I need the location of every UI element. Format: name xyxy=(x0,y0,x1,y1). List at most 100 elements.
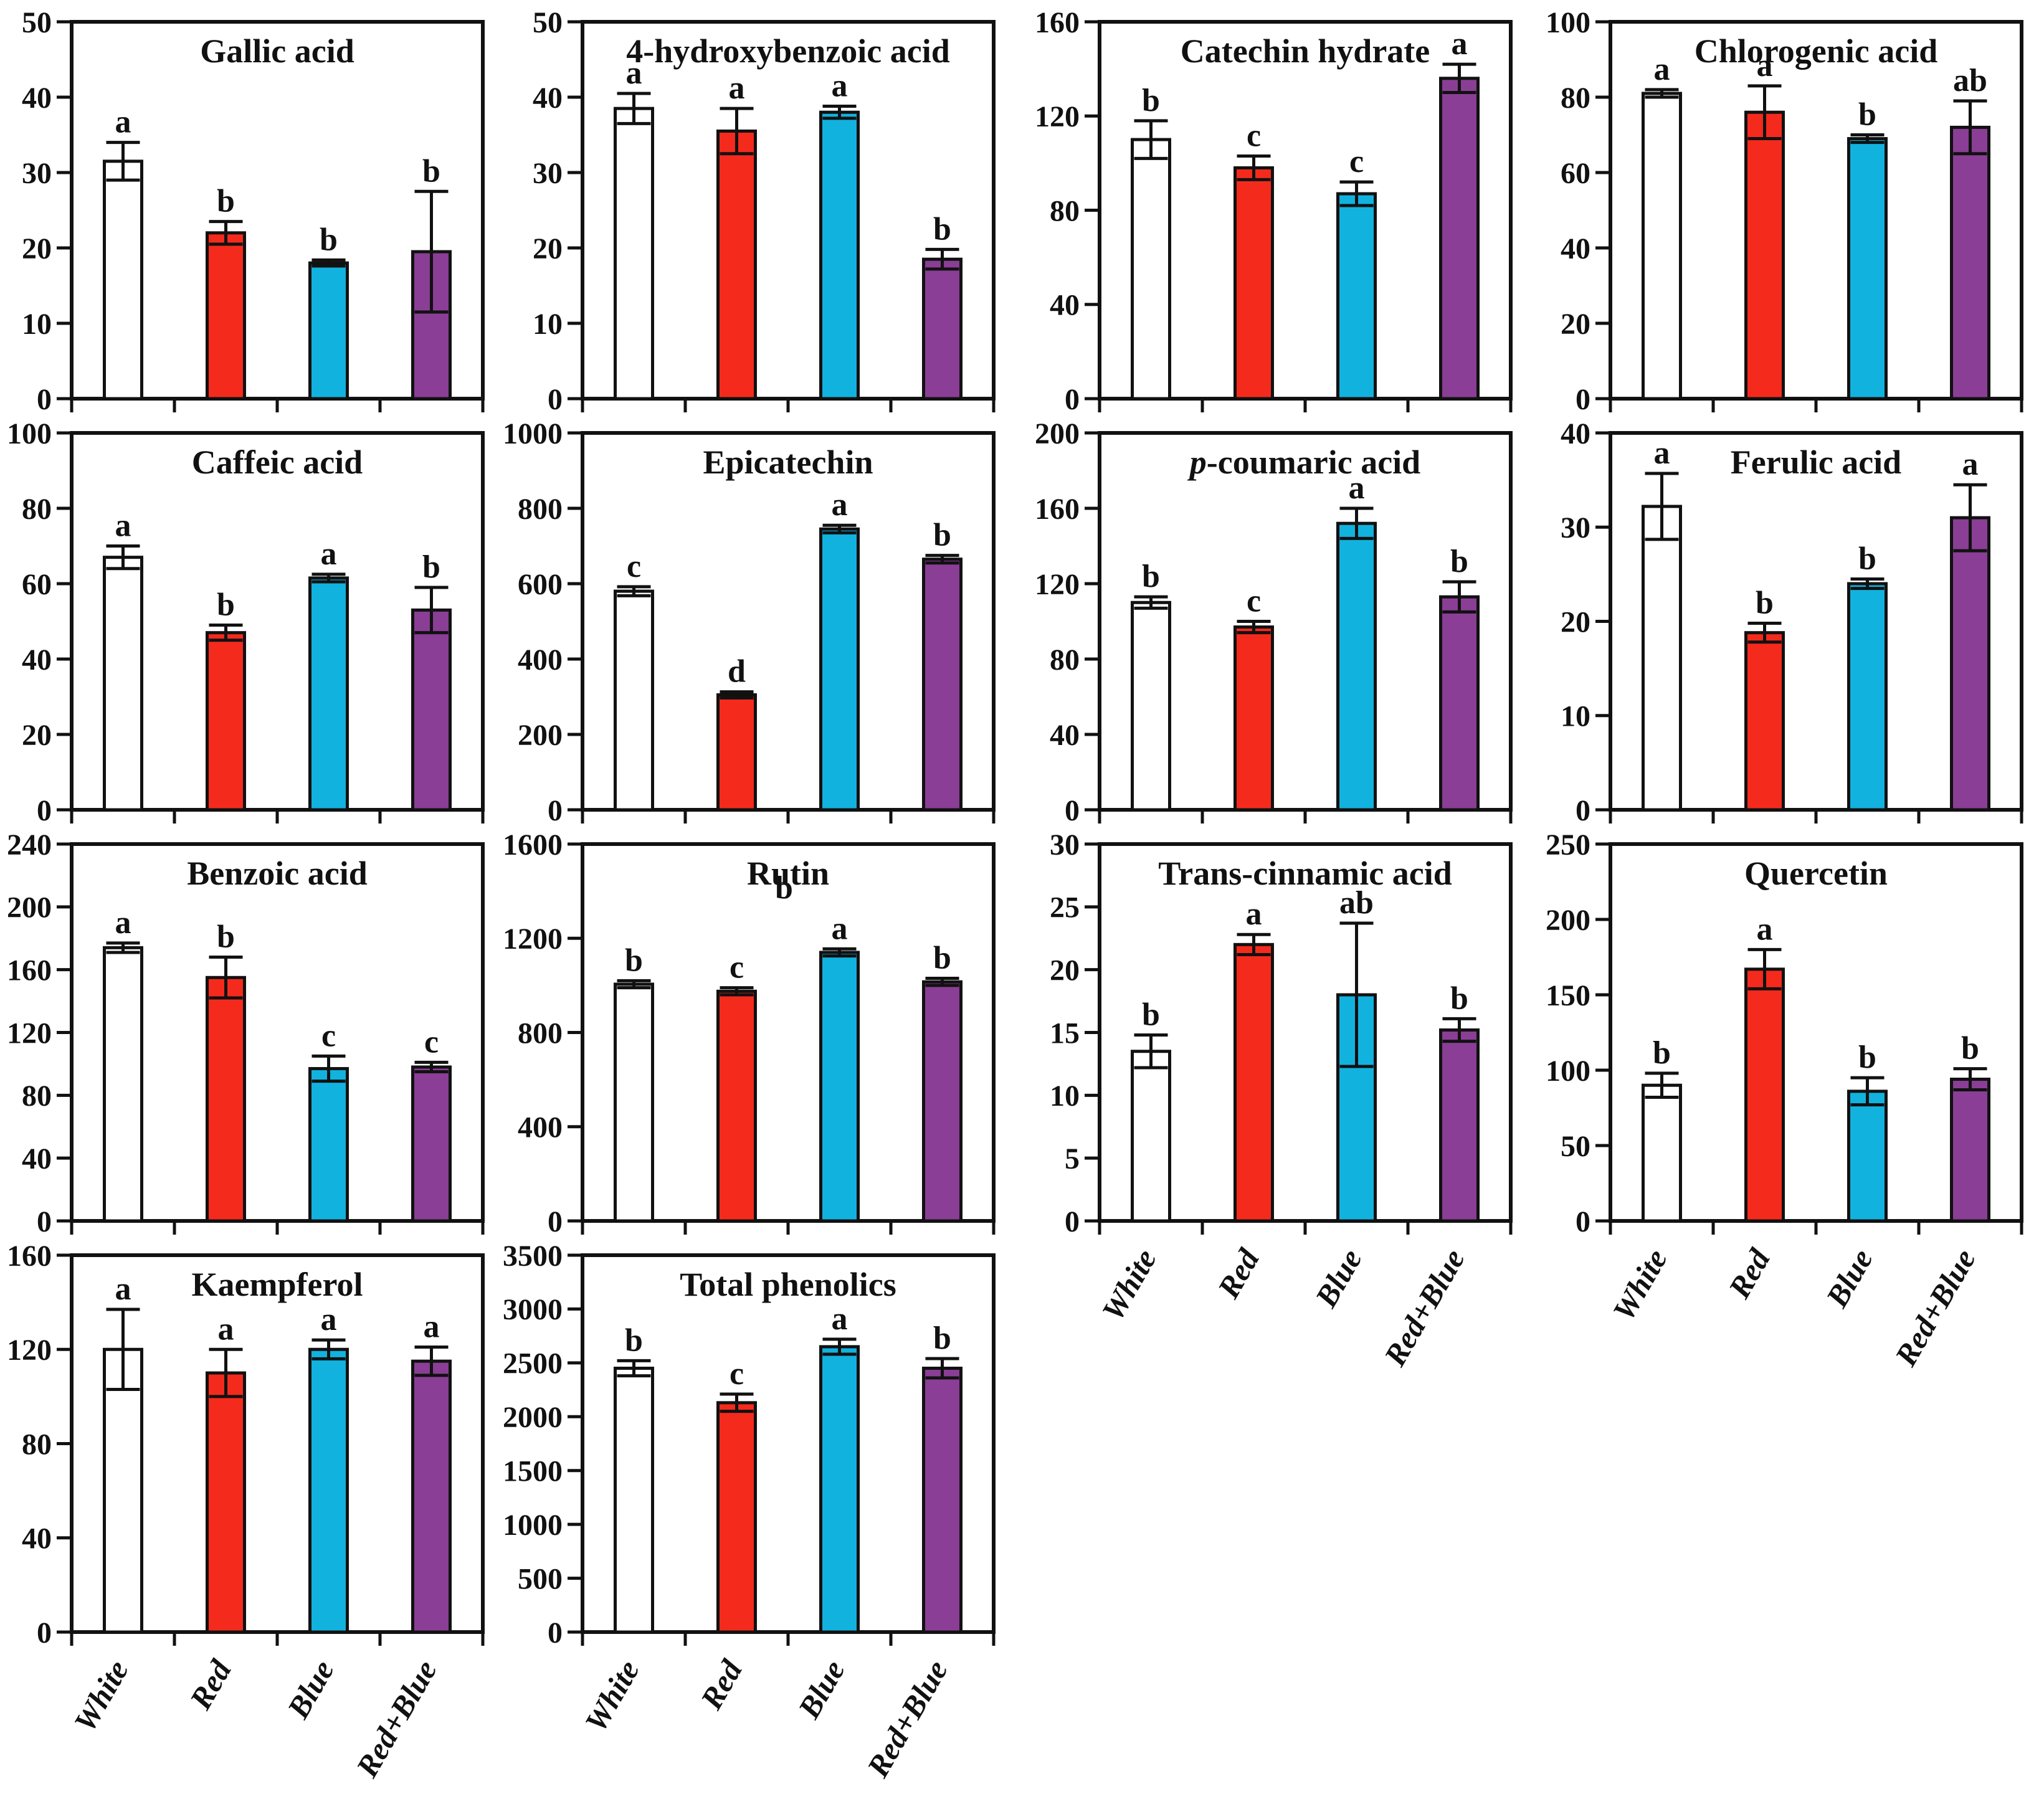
bar-red xyxy=(206,631,246,812)
bar-white xyxy=(1642,1083,1682,1223)
sig-letter: a xyxy=(832,69,848,104)
bar-red-blue xyxy=(1439,1028,1480,1223)
sig-letter: a xyxy=(832,1301,848,1337)
bar-red xyxy=(206,231,246,401)
y-tick-label: 80 xyxy=(22,493,52,526)
sig-letter: b xyxy=(1961,1031,1979,1066)
panel-title: Catechin hydrate xyxy=(1181,32,1430,70)
bar-red-blue xyxy=(922,558,963,812)
y-tick-label: 40 xyxy=(22,1142,52,1175)
y-tick-label: 160 xyxy=(1035,493,1080,526)
bar-blue xyxy=(308,1066,349,1223)
y-tick-label: 500 xyxy=(518,1562,563,1595)
x-category-label: Red+Blue xyxy=(1888,1243,1982,1373)
sig-letter: b xyxy=(933,1321,951,1356)
y-tick-label: 200 xyxy=(518,719,563,752)
y-tick-label: 40 xyxy=(1561,232,1590,265)
x-category-label: White xyxy=(1095,1243,1163,1327)
y-tick-label: 30 xyxy=(22,157,52,190)
y-tick-label: 50 xyxy=(533,6,563,39)
sig-letter: a xyxy=(1349,470,1365,506)
y-tick-label: 800 xyxy=(518,493,563,526)
y-tick-label: 0 xyxy=(1576,383,1590,416)
bar-blue xyxy=(308,576,349,812)
bar-white xyxy=(103,159,143,401)
y-tick-label: 100 xyxy=(1546,1055,1590,1088)
y-tick-label: 10 xyxy=(1050,1080,1080,1113)
bar-blue xyxy=(1336,192,1377,401)
bar-red xyxy=(1744,110,1785,401)
y-tick-label: 20 xyxy=(1050,954,1080,987)
y-tick-label: 0 xyxy=(1065,794,1080,827)
y-tick-label: 80 xyxy=(1050,194,1080,227)
bar-white xyxy=(1131,138,1171,401)
panel-title: Caffeic acid xyxy=(192,444,363,481)
y-tick-label: 30 xyxy=(1561,511,1590,544)
y-tick-label: 0 xyxy=(37,383,52,416)
bar-red xyxy=(206,975,246,1223)
bar-white xyxy=(103,1347,143,1634)
y-tick-label: 50 xyxy=(22,6,52,39)
sig-letter: b xyxy=(933,941,951,976)
y-tick-label: 40 xyxy=(1050,719,1080,752)
x-category-label: Red+Blue xyxy=(1377,1243,1471,1373)
y-tick-label: 120 xyxy=(1035,568,1080,601)
sig-letter: a xyxy=(218,1311,234,1347)
bar-white xyxy=(1642,505,1682,812)
y-tick-label: 400 xyxy=(518,643,563,676)
sig-letter: b xyxy=(217,184,235,219)
y-tick-label: 80 xyxy=(1561,82,1590,115)
y-tick-label: 40 xyxy=(22,82,52,115)
bar-red xyxy=(206,1371,246,1634)
sig-letter: b xyxy=(217,919,235,955)
bar-red-blue xyxy=(922,1367,963,1634)
x-category-label: Blue xyxy=(791,1654,852,1725)
sig-letter: d xyxy=(728,654,746,690)
sig-letter: b xyxy=(422,153,440,189)
y-tick-label: 240 xyxy=(7,828,52,862)
stray-letter: b xyxy=(775,870,793,906)
sig-letter: a xyxy=(729,70,745,106)
y-tick-label: 0 xyxy=(37,794,52,827)
y-tick-label: 80 xyxy=(1050,643,1080,676)
y-tick-label: 50 xyxy=(1561,1130,1590,1163)
bar-white xyxy=(1642,92,1682,401)
y-tick-label: 0 xyxy=(548,1616,563,1649)
y-tick-label: 200 xyxy=(7,891,52,924)
bar-white xyxy=(1131,600,1171,812)
sig-letter: a xyxy=(832,487,848,523)
y-tick-label: 200 xyxy=(1546,904,1590,937)
bar-red xyxy=(1234,942,1274,1223)
y-tick-label: 100 xyxy=(7,417,52,450)
sig-letter: c xyxy=(1247,118,1261,154)
sig-letter: a xyxy=(321,1302,337,1337)
sig-letter: a xyxy=(321,536,337,572)
sig-letter: b xyxy=(625,942,643,978)
y-tick-label: 10 xyxy=(533,308,563,341)
y-tick-label: 20 xyxy=(22,719,52,752)
bar-red-blue xyxy=(1950,516,1990,812)
sig-letter: b xyxy=(1756,586,1774,621)
bar-blue xyxy=(308,261,349,401)
x-category-label: White xyxy=(578,1654,646,1738)
bar-white xyxy=(1131,1050,1171,1223)
bar-red-blue xyxy=(411,1065,452,1223)
sig-letter: a xyxy=(1246,896,1262,932)
sig-letter: b xyxy=(1858,97,1876,133)
y-tick-label: 20 xyxy=(1561,308,1590,341)
y-tick-label: 2000 xyxy=(503,1401,563,1434)
bar-red-blue xyxy=(411,1359,452,1634)
y-tick-label: 60 xyxy=(1561,157,1590,190)
y-tick-label: 1000 xyxy=(503,1509,563,1542)
panel-title: Trans-cinnamic acid xyxy=(1158,855,1452,892)
y-tick-label: 600 xyxy=(518,568,563,601)
sig-letter: b xyxy=(217,587,235,623)
y-tick-label: 20 xyxy=(533,232,563,265)
bar-red-blue xyxy=(1439,595,1480,812)
y-tick-label: 0 xyxy=(1576,1205,1590,1238)
y-tick-label: 40 xyxy=(1561,417,1590,450)
y-tick-label: 100 xyxy=(1546,6,1590,39)
bar-red-blue xyxy=(922,257,963,401)
panel-gallic-acid: 0 10 20 30 40 50 a b b b Gallic acid xyxy=(22,6,485,416)
